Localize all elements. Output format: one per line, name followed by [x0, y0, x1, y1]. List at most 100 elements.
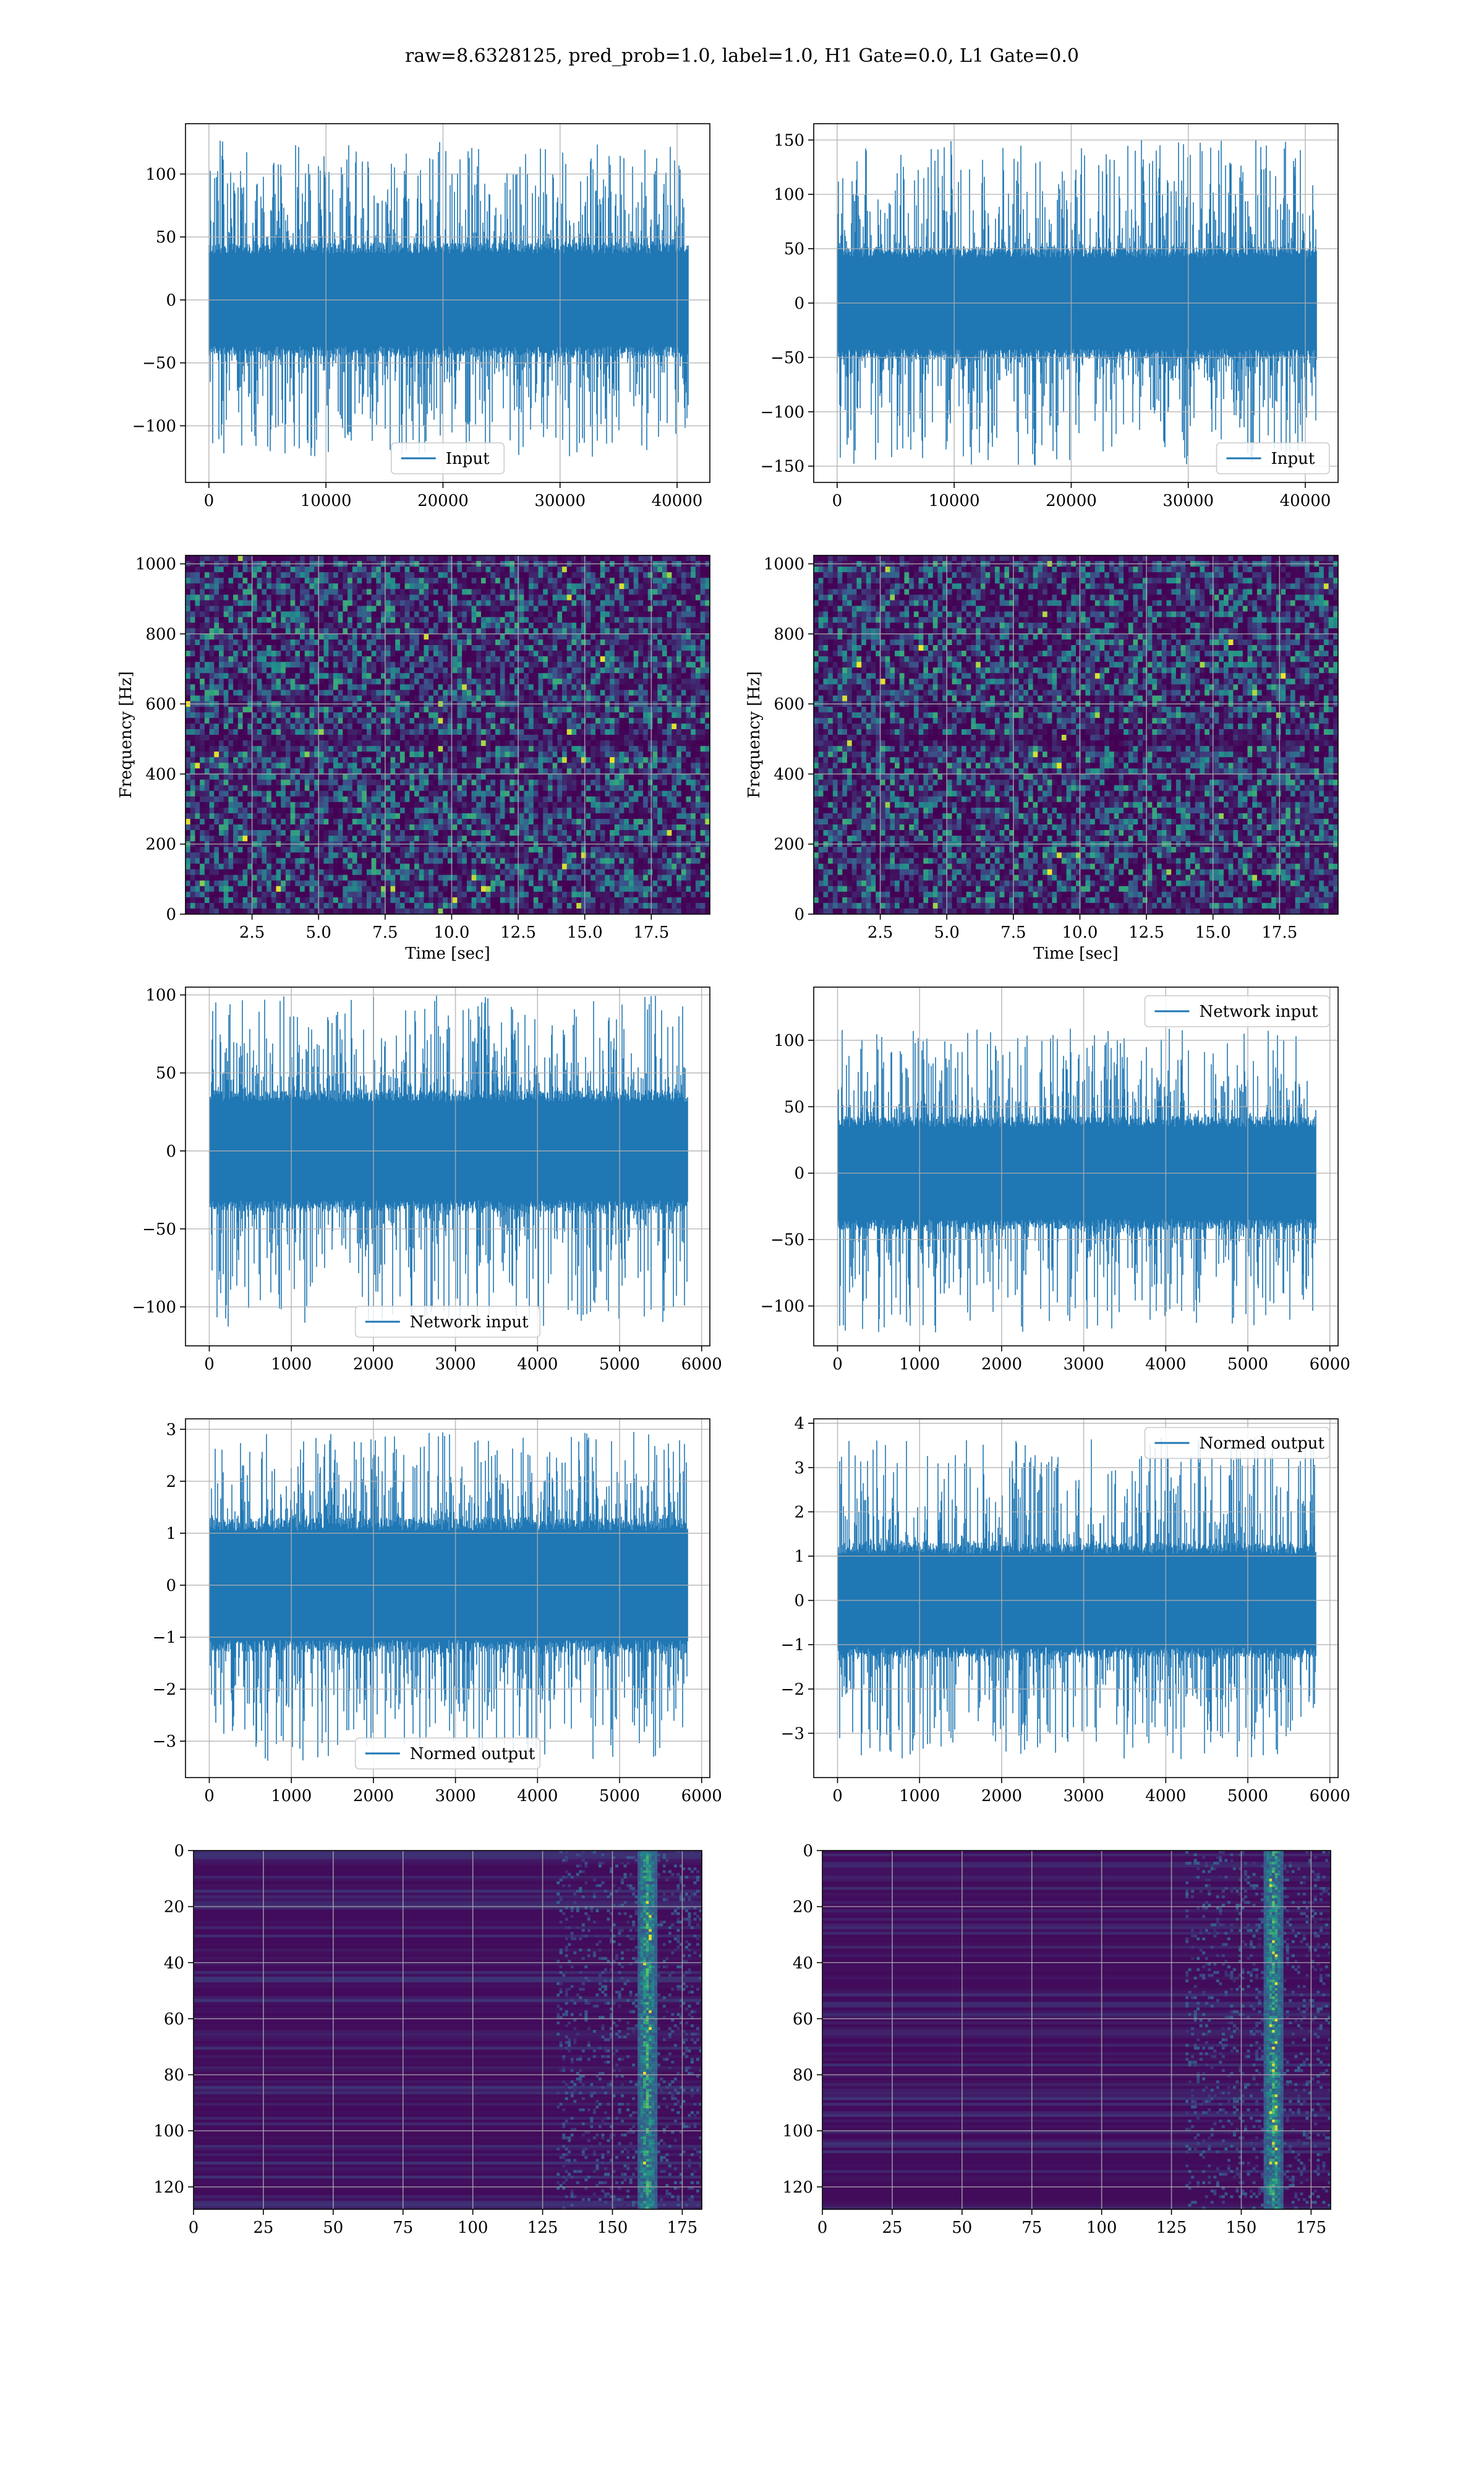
net-l1-grid [814, 987, 1338, 1346]
spec-h1-panel: 2.5 5.0 7.5 10.0 12.5 15.0 17.5 0 200 400 600 800 10… [117, 555, 710, 963]
feat-l1-ytick-label-4: 80 [793, 2066, 813, 2085]
out-l1-legend-label: Normed output [1200, 1434, 1325, 1453]
feat-l1-xtick-label-6: 150 [1226, 2219, 1257, 2237]
feat-h1-xtick-label-3: 75 [393, 2219, 413, 2237]
feat-h1-xtick-label-2: 50 [323, 2219, 343, 2237]
feat-l1-ytick-label-2: 40 [793, 1954, 813, 1972]
spec-l1-xtick-label-2: 7.5 [1000, 923, 1026, 942]
input-l1-ytick-label-2: −50 [770, 349, 804, 367]
net-h1-xtick-label-4: 4000 [517, 1355, 558, 1374]
net-h1-ytick-label-0: −100 [132, 1298, 176, 1317]
input-l1-ytick-label-5: 100 [774, 186, 804, 204]
spec-h1-ytick-label-2: 400 [145, 765, 176, 784]
input-l1-xtick-label-1: 10000 [929, 492, 980, 510]
feat-l1-ytick-label-0: 0 [803, 1842, 813, 1860]
input-l1-legend: Input [1216, 442, 1330, 474]
feat-l1-xtick-label-3: 75 [1021, 2219, 1042, 2237]
feat-h1-xtick-label-1: 25 [253, 2219, 273, 2237]
spec-h1-xtick-label-3: 10.0 [434, 923, 470, 942]
out-h1-frame [185, 1418, 710, 1778]
feat-l1-ytick-label-5: 100 [782, 2122, 813, 2141]
net-l1-frame [813, 987, 1339, 1346]
spec-h1-xtick-label-4: 12.5 [500, 923, 536, 942]
spec-h1-xtick-label-5: 15.0 [567, 923, 603, 942]
spec-h1-xlabel: Time [sec] [405, 944, 490, 963]
out-h1-xtick-label-5: 5000 [599, 1787, 640, 1805]
out-l1-legend-box [1144, 1427, 1330, 1459]
net-l1-ytick-label-0: −100 [761, 1298, 804, 1316]
feat-l1-frame [822, 1850, 1331, 2210]
input-h1-frame [185, 123, 710, 483]
out-l1-ytick-label-6: 3 [794, 1459, 804, 1478]
out-h1-legend-label: Normed output [410, 1745, 535, 1763]
net-h1-xtick-label-3: 3000 [435, 1355, 476, 1374]
net-h1-frame [185, 987, 710, 1346]
net-h1-ytick-label-3: 50 [156, 1064, 176, 1083]
feat-l1-xtick-label-5: 125 [1156, 2219, 1187, 2237]
input-l1-xtick-label-0: 0 [832, 492, 843, 510]
out-h1-xtick-label-6: 6000 [681, 1787, 722, 1805]
out-h1-ytick-label-4: 1 [166, 1525, 176, 1543]
out-h1-xtick-label-1: 1000 [271, 1787, 312, 1805]
spec-h1-ytick-label-1: 200 [145, 836, 176, 854]
out-h1-xtick-label-3: 3000 [435, 1787, 476, 1805]
feat-l1-ytick-label-6: 120 [782, 2178, 813, 2197]
spec-l1-xtick-label-4: 12.5 [1128, 923, 1164, 942]
feat-l1-xtick-label-2: 50 [952, 2219, 972, 2237]
feat-h1-ytick-label-6: 120 [153, 2178, 184, 2197]
feat-h1-cells [194, 1851, 702, 2209]
spec-l1-ytick-label-4: 800 [774, 625, 804, 644]
out-l1-xtick-label-3: 3000 [1064, 1787, 1104, 1805]
out-h1-xtick-label-0: 0 [204, 1787, 215, 1805]
feat-l1-ytick-label-3: 60 [793, 2010, 813, 2029]
spec-h1-xtick-label-2: 7.5 [372, 923, 398, 942]
out-h1-legend-box [354, 1737, 541, 1770]
spec-l1-cells [814, 555, 1338, 914]
feat-h1-xtick-label-5: 125 [527, 2219, 558, 2237]
spec-h1-cells [186, 555, 710, 914]
feat-h1-ytick-label-0: 0 [174, 1842, 184, 1860]
input-h1-ytick-label-4: 100 [145, 165, 176, 184]
net-h1-legend-box [354, 1306, 541, 1338]
out-l1-ytick-label-2: −1 [781, 1636, 804, 1654]
feat-l1-xtick-label-4: 100 [1086, 2219, 1117, 2237]
out-l1-ytick-label-3: 0 [794, 1592, 804, 1611]
net-h1-xtick-label-0: 0 [204, 1355, 215, 1374]
net-l1-xtick-label-4: 4000 [1145, 1355, 1186, 1374]
out-l1-frame [813, 1418, 1339, 1778]
spec-h1-xtick-label-1: 5.0 [306, 923, 331, 942]
feat-h1-panel: 0 25 50 75 100 125 150 175 0 20 40 60 80 100 120 [153, 1842, 702, 2237]
spec-l1-xtick-label-6: 17.5 [1261, 923, 1297, 942]
net-h1-xtick-label-1: 1000 [271, 1355, 312, 1374]
input-h1-xtick-label-3: 30000 [534, 492, 586, 510]
net-l1-xtick-label-3: 3000 [1064, 1355, 1104, 1374]
feat-l1-ytick-label-1: 20 [793, 1898, 813, 1917]
spec-l1-ytick-label-5: 1000 [764, 555, 804, 574]
net-h1-grid [186, 987, 710, 1346]
out-h1-xtick-label-2: 2000 [353, 1787, 394, 1805]
out-h1-legend: Normed output [354, 1737, 541, 1770]
out-h1-xtick-label-4: 4000 [517, 1787, 558, 1805]
out-h1-ytick-label-2: −1 [153, 1629, 176, 1647]
out-l1-xtick-label-2: 2000 [981, 1787, 1022, 1805]
out-h1-ytick-label-5: 2 [166, 1473, 176, 1491]
out-l1-xtick-label-4: 4000 [1145, 1787, 1186, 1805]
out-h1-ytick-label-6: 3 [166, 1421, 176, 1439]
input-h1-ytick-label-0: −100 [132, 417, 176, 435]
out-l1-ytick-label-1: −2 [781, 1680, 804, 1699]
net-l1-xtick-label-5: 5000 [1227, 1355, 1268, 1374]
input-h1-xtick-label-4: 40000 [652, 492, 703, 510]
input-h1-legend-box [390, 442, 505, 474]
out-l1-xtick-label-5: 5000 [1227, 1787, 1268, 1805]
spec-l1-xtick-label-1: 5.0 [934, 923, 960, 942]
input-l1-legend-box [1216, 442, 1330, 474]
net-h1-xtick-label-5: 5000 [599, 1355, 640, 1374]
spec-l1-xtick-label-0: 2.5 [868, 923, 893, 942]
net-h1-xtick-label-2: 2000 [353, 1355, 394, 1374]
input-l1-ytick-label-0: −150 [761, 458, 804, 476]
net-h1-ytick-label-1: −50 [142, 1220, 176, 1239]
spec-l1-ytick-label-2: 400 [774, 765, 804, 784]
input-l1-xtick-label-2: 20000 [1046, 492, 1097, 510]
out-l1-panel: 0 1000 2000 3000 4000 5000 6000 −3 −2 −1 0 1 2 3 4 Norm… [781, 1415, 1350, 1805]
out-l1-ytick-label-4: 1 [794, 1547, 804, 1566]
